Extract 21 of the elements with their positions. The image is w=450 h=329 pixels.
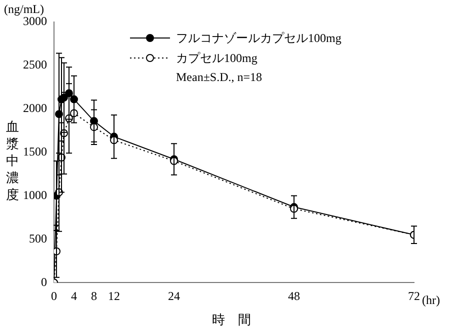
y-tick-label: 0 <box>41 274 47 289</box>
x-tick-label: 12 <box>108 288 120 303</box>
annotation: Mean±S.D., n=18 <box>176 70 264 85</box>
x-tick-label: 48 <box>288 288 300 303</box>
x-tick-label: 72 <box>408 288 420 303</box>
text: (ng/mL) <box>4 2 44 17</box>
y-tick-label: 3000 <box>23 14 47 28</box>
legend-label: カプセル100mg <box>176 50 258 66</box>
y-axis-title: 血漿中濃度 <box>5 118 20 203</box>
y-tick-label: 2500 <box>23 58 47 72</box>
x-tick-label: 8 <box>91 288 97 303</box>
x-tick-label: 0 <box>51 288 57 303</box>
legend-label: フルコナゾールカプセル100mg <box>176 30 342 46</box>
y-tick-label: 1500 <box>23 144 47 158</box>
text: (hr) <box>422 293 440 308</box>
x-axis-title: 時 間 <box>212 311 251 329</box>
y-tick-label: 1000 <box>23 188 47 202</box>
y-tick-label: 2000 <box>23 101 47 116</box>
x-tick-label: 4 <box>71 288 77 303</box>
y-tick-label: 500 <box>29 231 47 246</box>
x-tick-label: 24 <box>168 288 180 303</box>
